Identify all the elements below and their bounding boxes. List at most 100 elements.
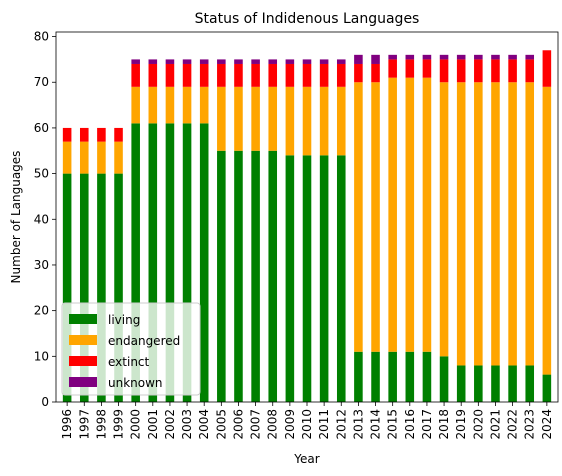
x-tick-label: 2023 [523,409,537,440]
y-axis: 0 10 20 30 40 50 60 70 80 [34,30,56,409]
bar-unknown-2019 [456,54,466,60]
x-tick-label: 2013 [351,409,365,440]
bar-living-2022 [508,365,517,402]
bar-unknown-2014 [371,54,380,64]
x-tick-label: 1996 [60,409,74,440]
bar-endangered-1996 [62,141,72,174]
bar-unknown-2004 [199,59,209,64]
bar-living-2008 [268,150,278,402]
bar-extinct-2013 [354,63,363,83]
bar-extinct-2009 [285,63,295,87]
bars-group [62,50,552,403]
x-tick-label: 2007 [249,409,263,440]
bar-endangered-2014 [371,82,380,352]
bar-unknown-2020 [474,54,483,60]
x-tick-label: 2003 [180,409,194,440]
x-tick-label: 2016 [403,409,417,440]
y-tick-label: 70 [34,75,49,89]
bar-extinct-2018 [439,59,449,83]
x-tick-label: 2019 [454,409,468,440]
bar-extinct-1999 [114,127,123,142]
y-tick-label: 20 [34,304,49,318]
bar-endangered-2017 [422,77,432,352]
bar-unknown-2005 [217,59,226,64]
y-tick-label: 50 [34,167,49,181]
bar-endangered-2009 [285,86,295,156]
bar-living-2006 [234,150,243,402]
legend-swatch-living [69,314,97,324]
x-tick-label: 2010 [300,409,314,440]
bar-living-2016 [405,351,415,402]
bar-endangered-2001 [148,86,158,124]
bar-living-2018 [439,356,449,402]
x-tick-label: 2015 [386,409,400,440]
bar-living-1998 [97,173,106,402]
bar-extinct-2007 [251,63,260,87]
bar-unknown-2018 [439,54,449,60]
bar-unknown-2011 [319,59,329,64]
bar-endangered-2007 [251,86,260,151]
bar-extinct-2006 [234,63,243,87]
bar-unknown-2017 [422,54,432,60]
bar-living-2013 [354,351,363,402]
bar-unknown-2002 [165,59,175,64]
x-tick-label: 2009 [283,409,297,440]
bar-endangered-2023 [525,82,535,366]
bar-unknown-2012 [336,59,346,64]
bar-endangered-1997 [79,141,89,174]
legend-label-unknown: unknown [108,376,163,390]
bar-living-2001 [148,123,158,403]
x-tick-label: 2012 [334,409,348,440]
bar-living-2007 [251,150,260,402]
bar-living-2023 [525,365,535,402]
bar-extinct-2023 [525,59,535,83]
x-axis: 1996 1997 1998 1999 2000 2001 2002 2003 2004 2005… [60,402,554,440]
x-tick-label: 2020 [471,409,485,440]
bar-endangered-2016 [405,77,415,352]
bar-extinct-2004 [199,63,209,87]
bar-endangered-2015 [388,77,397,352]
x-axis-title: Year [293,452,319,466]
legend-swatch-extinct [69,356,97,366]
bar-unknown-2021 [491,54,500,60]
y-tick-label: 10 [34,349,49,363]
bar-extinct-2002 [165,63,175,87]
bar-extinct-1997 [79,127,89,142]
bar-living-2000 [131,123,140,403]
bar-endangered-2019 [456,82,466,366]
bar-endangered-2024 [542,86,552,375]
bar-extinct-2020 [474,59,483,83]
bar-extinct-2005 [217,63,226,87]
bar-living-1999 [114,173,123,402]
x-tick-label: 2017 [420,409,434,440]
bar-extinct-1998 [97,127,106,142]
x-tick-label: 1999 [112,409,126,440]
bar-endangered-2003 [182,86,192,124]
legend-label-extinct: extinct [108,355,150,369]
x-tick-label: 2001 [146,409,160,440]
bar-extinct-2000 [131,63,140,87]
bar-extinct-2024 [542,50,552,87]
bar-living-2020 [474,365,483,402]
bar-living-2005 [217,150,226,402]
bar-extinct-2017 [422,59,432,78]
legend-label-endangered: endangered [108,334,180,348]
bar-living-2011 [319,155,329,402]
bar-living-2015 [388,351,397,402]
x-tick-label: 1998 [94,409,108,440]
bar-endangered-2000 [131,86,140,124]
y-tick-label: 80 [34,30,49,44]
bar-living-1996 [62,173,72,402]
bar-living-2009 [285,155,295,402]
bar-endangered-2011 [319,86,329,156]
x-tick-label: 2011 [317,409,331,440]
bar-endangered-2021 [491,82,500,366]
bar-extinct-2014 [371,63,380,83]
bar-endangered-2013 [354,82,363,352]
x-tick-label: 2018 [437,409,451,440]
bar-unknown-2000 [131,59,140,64]
bar-unknown-2022 [508,54,517,60]
bar-unknown-2023 [525,54,535,60]
chart-title: Status of Indidenous Languages [195,11,420,27]
bar-endangered-2006 [234,86,243,151]
